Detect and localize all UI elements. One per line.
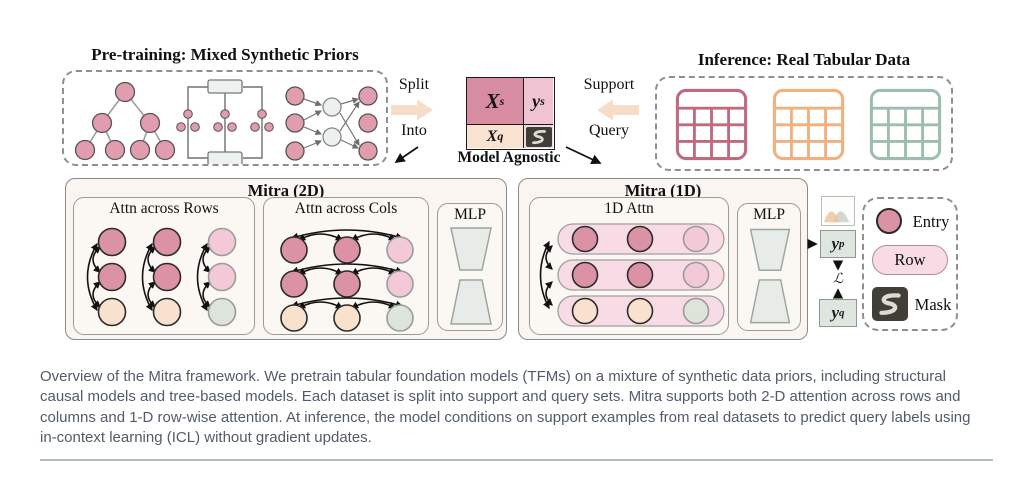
query-label: Query bbox=[589, 122, 629, 139]
graph-prior-icon bbox=[285, 86, 378, 161]
mlp-1d-panel: MLP bbox=[737, 203, 801, 331]
pretraining-box bbox=[62, 70, 388, 166]
loss-symbol: ℒ bbox=[832, 272, 844, 287]
scm-prior-icon bbox=[176, 79, 274, 164]
ys-base: y bbox=[532, 90, 541, 111]
attn-rows-panel: Attn across Rows bbox=[73, 197, 255, 335]
entry-legend-label: Entry bbox=[912, 212, 950, 231]
attn-cols-panel: Attn across Cols bbox=[263, 197, 429, 335]
yp-base: y bbox=[831, 234, 840, 253]
mask-legend-icon bbox=[872, 287, 908, 321]
yq-base: y bbox=[831, 303, 840, 322]
attn-1d-label: 1D Attn bbox=[604, 200, 654, 217]
model-agnostic-label: Model Agnostic bbox=[457, 149, 561, 166]
mlp-2d-label: MLP bbox=[454, 206, 486, 223]
mask-legend-label: Mask bbox=[914, 295, 952, 314]
attn-1d-diagram bbox=[539, 223, 725, 327]
tree-prior-nodes bbox=[74, 81, 176, 161]
yp-sub: p bbox=[839, 238, 845, 250]
mlp-2d-icon bbox=[450, 227, 492, 325]
row-legend-icon: Row bbox=[872, 245, 948, 275]
to-mitra2d-arrow bbox=[394, 146, 419, 163]
xs-base: X bbox=[485, 88, 500, 113]
mitra-2d-panel: Mitra (2D) Attn across Rows bbox=[65, 178, 507, 340]
mitra-framework-figure: Pre-training: Mixed Synthetic Priors bbox=[62, 45, 958, 340]
row-pills bbox=[557, 223, 725, 327]
mlp-1d-label: MLP bbox=[753, 206, 785, 223]
mlp-2d-panel: MLP bbox=[437, 203, 503, 331]
split-label: Split bbox=[398, 76, 430, 93]
yq-sub: q bbox=[839, 307, 845, 319]
attn-cols-diagram bbox=[280, 229, 414, 332]
inference-title: Inference: Real Tabular Data bbox=[697, 50, 911, 69]
table-icon-green bbox=[869, 88, 942, 161]
mitra-1d-panel: Mitra (1D) 1D Attn bbox=[518, 178, 808, 340]
matrix-cell-mask bbox=[524, 125, 553, 148]
support-label: Support bbox=[583, 76, 635, 93]
table-icon-orange bbox=[772, 88, 845, 161]
mlp-1d-icon bbox=[749, 228, 791, 324]
row-legend-label: Row bbox=[894, 250, 926, 269]
mitra-1d-title: Mitra (1D) bbox=[624, 181, 702, 200]
attn-rows-diagram bbox=[86, 227, 237, 327]
attn-rows-label: Attn across Rows bbox=[109, 200, 219, 217]
ys-sub: s bbox=[540, 93, 545, 108]
table-icon-pink bbox=[675, 88, 748, 161]
figure-caption: Overview of the Mitra framework. We pret… bbox=[40, 367, 996, 448]
into-label: Into bbox=[401, 122, 427, 139]
xq-sub: q bbox=[497, 129, 504, 143]
mitra-2d-title: Mitra (2D) bbox=[247, 181, 325, 200]
prediction-histogram-icon bbox=[821, 196, 855, 226]
caption-line: in-context learning (ICL) without gradie… bbox=[40, 428, 372, 446]
support-block-arrow bbox=[597, 99, 639, 121]
split-block-arrow bbox=[391, 99, 433, 121]
xs-sub: s bbox=[499, 93, 505, 108]
caption-line: Overview of the Mitra framework. We pret… bbox=[40, 368, 946, 385]
attn-cols-label: Attn across Cols bbox=[294, 200, 398, 217]
mask-icon bbox=[525, 126, 552, 147]
caption-line: columns and 1-D row-wise attention. At i… bbox=[40, 408, 971, 426]
attn-1d-panel: 1D Attn bbox=[529, 197, 729, 335]
pretraining-title: Pre-training: Mixed Synthetic Priors bbox=[91, 45, 359, 64]
entry-legend-icon bbox=[876, 208, 902, 234]
synthetic-priors-diagram bbox=[74, 79, 378, 164]
caption-line: causal models and tree-based models. Eac… bbox=[40, 388, 961, 406]
legend-box: Entry Row Mask bbox=[862, 197, 958, 331]
xq-base: X bbox=[486, 127, 498, 145]
bottom-divider bbox=[40, 459, 993, 461]
